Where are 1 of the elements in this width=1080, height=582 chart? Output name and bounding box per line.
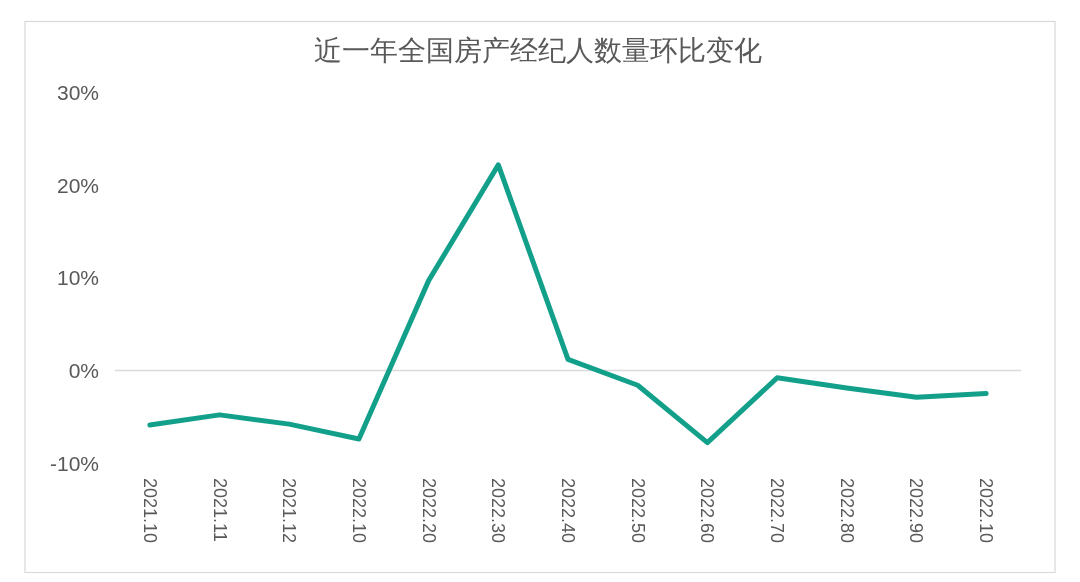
title: 近一年全国房产经纪人数量环比变化 (314, 35, 762, 66)
